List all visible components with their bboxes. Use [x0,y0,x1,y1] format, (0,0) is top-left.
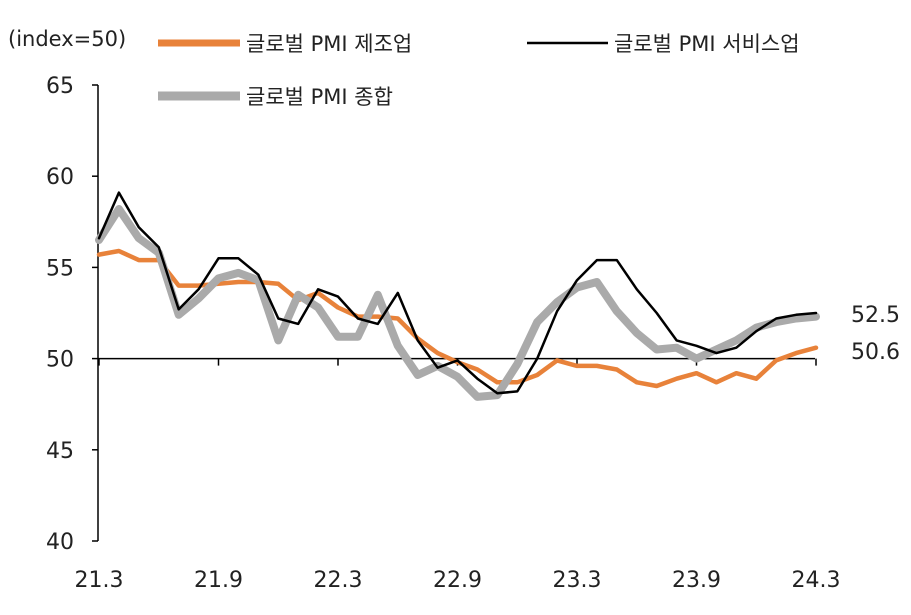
series-line-composite [95,205,820,401]
x-tick-label: 22.9 [433,568,482,593]
legend: 글로벌 PMI 제조업 글로벌 PMI 서비스업 글로벌 PMI 종합 [158,32,800,109]
legend-label-services: 글로벌 PMI 서비스업 [614,32,800,56]
series-line-services [97,191,818,395]
x-tick-label: 21.3 [75,568,124,593]
y-tick-label: 55 [46,256,74,281]
x-tick-label: 21.9 [194,568,243,593]
x-tick-label: 22.3 [314,568,363,593]
x-tick-label: 24.3 [792,568,841,593]
y-tick-label: 60 [46,165,74,190]
y-tick-label: 40 [46,530,74,555]
unit-label: (index=50) [8,27,126,51]
end-label-services: 52.5 [851,303,900,328]
y-tick-label: 50 [46,348,74,373]
y-tick-label: 45 [46,439,74,464]
legend-label-manufacturing: 글로벌 PMI 제조업 [246,32,412,56]
x-tick-label: 23.3 [553,568,602,593]
legend-label-composite: 글로벌 PMI 종합 [246,85,393,109]
x-tick-label: 23.9 [672,568,721,593]
series-line-manufacturing [96,248,819,389]
y-tick-label: 65 [46,74,74,99]
end-label-manufacturing: 50.6 [851,340,900,365]
series-layer [95,191,820,401]
